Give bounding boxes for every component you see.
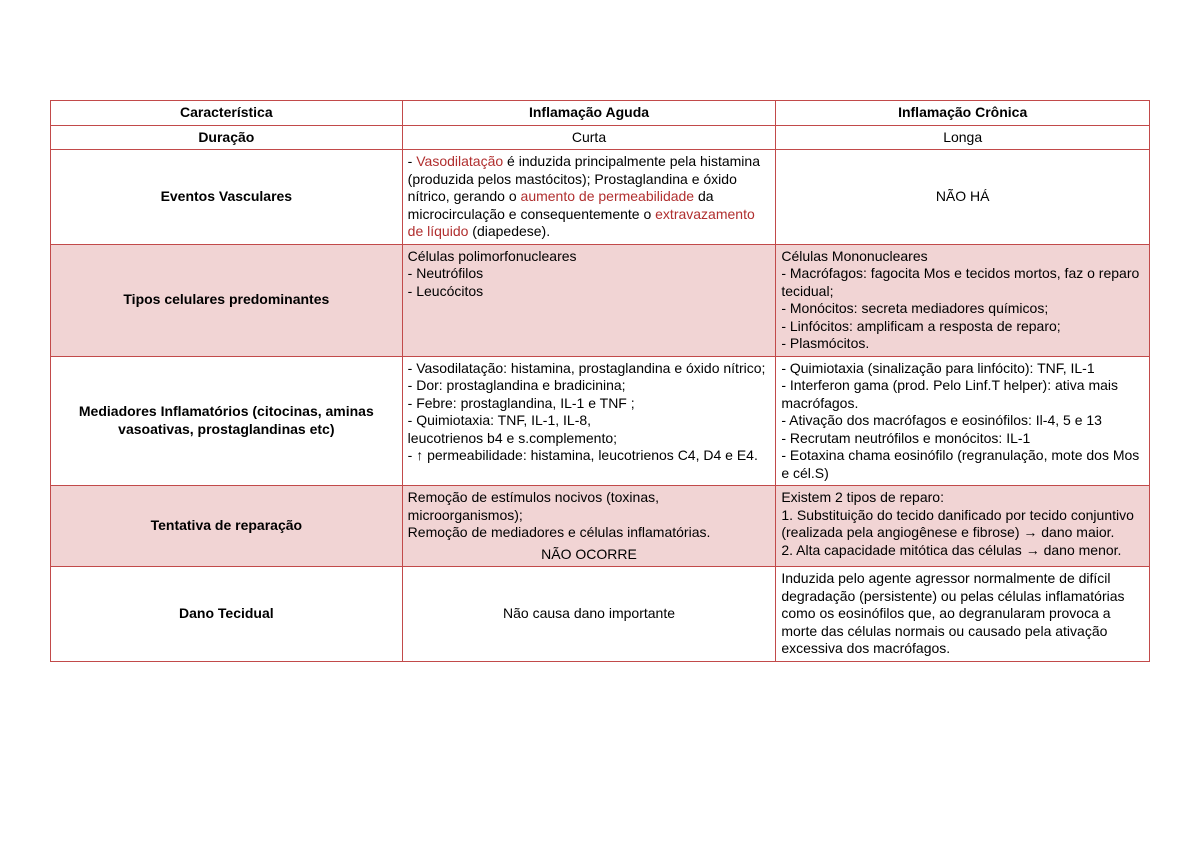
label-dano: Dano Tecidual [51,567,403,662]
text: Existem 2 tipos de reparo: [781,489,944,505]
text: - Quimiotaxia (sinalização para linfócit… [781,360,1094,376]
text: - Vasodilatação: histamina, prostaglandi… [408,360,766,376]
label-duracao: Duração [51,125,403,150]
row-duracao: Duração Curta Longa [51,125,1150,150]
aguda-dano: Não causa dano importante [402,567,776,662]
text: - Interferon gama (prod. Pelo Linf.T hel… [781,377,1118,411]
header-aguda: Inflamação Aguda [402,101,776,126]
text: 2. Alta capacidade mitótica das células … [781,542,1121,558]
page-container: Característica Inflamação Aguda Inflamaç… [0,0,1200,712]
text: Células Mononucleares [781,248,927,264]
text: leucotrienos b4 e s.complemento; [408,430,617,446]
label-reparo: Tentativa de reparação [51,486,403,567]
aguda-duracao: Curta [402,125,776,150]
text: - Macrófagos: fagocita Mos e tecidos mor… [781,265,1139,299]
cronica-duracao: Longa [776,125,1150,150]
text: - Neutrófilos [408,265,483,281]
table-header-row: Característica Inflamação Aguda Inflamaç… [51,101,1150,126]
text: - Monócitos: secreta mediadores químicos… [781,300,1048,316]
text: - Linfócitos: amplificam a resposta de r… [781,318,1060,334]
text: Remoção de estímulos nocivos (toxinas, m… [408,489,659,523]
text: - Recrutam neutrófilos e monócitos: IL-1 [781,430,1030,446]
aguda-eventos: - Vasodilatação é induzida principalment… [402,150,776,245]
text: 1. Substituição do tecido danificado por… [781,507,1134,541]
aguda-mediadores: - Vasodilatação: histamina, prostaglandi… [402,356,776,486]
header-cronica: Inflamação Crônica [776,101,1150,126]
comparison-table: Característica Inflamação Aguda Inflamaç… [50,100,1150,662]
text: Células polimorfonucleares [408,248,577,264]
row-tipos: Tipos celulares predominantes Células po… [51,244,1150,356]
text: - [408,153,417,169]
header-caracteristica: Característica [51,101,403,126]
text: - ↑ permeabilidade: histamina, leucotrie… [408,447,758,463]
text: (diapedese). [468,223,550,239]
highlight-vasodilatacao: Vasodilatação [416,153,503,169]
label-tipos: Tipos celulares predominantes [51,244,403,356]
row-eventos: Eventos Vasculares - Vasodilatação é ind… [51,150,1150,245]
row-dano: Dano Tecidual Não causa dano importante … [51,567,1150,662]
cronica-eventos: NÃO HÁ [776,150,1150,245]
text: - Quimiotaxia: TNF, IL-1, IL-8, [408,412,591,428]
highlight-permeabilidade: aumento de permeabilidade [521,188,695,204]
text: - Ativação dos macrófagos e eosinófilos:… [781,412,1102,428]
aguda-tipos: Células polimorfonucleares - Neutrófilos… [402,244,776,356]
cronica-reparo: Existem 2 tipos de reparo: 1. Substituiç… [776,486,1150,567]
text: - Eotaxina chama eosinófilo (regranulaçã… [781,447,1139,481]
row-reparo: Tentativa de reparação Remoção de estímu… [51,486,1150,567]
row-mediadores: Mediadores Inflamatórios (citocinas, ami… [51,356,1150,486]
cronica-dano: Induzida pelo agente agressor normalment… [776,567,1150,662]
text: Remoção de mediadores e células inflamat… [408,524,711,540]
text: - Febre: prostaglandina, IL-1 e TNF ; [408,395,635,411]
cronica-mediadores: - Quimiotaxia (sinalização para linfócit… [776,356,1150,486]
text: - Dor: prostaglandina e bradicinina; [408,377,626,393]
cronica-tipos: Células Mononucleares - Macrófagos: fago… [776,244,1150,356]
text: - Leucócitos [408,283,483,299]
aguda-reparo: Remoção de estímulos nocivos (toxinas, m… [402,486,776,567]
text: - Plasmócitos. [781,335,869,351]
label-mediadores: Mediadores Inflamatórios (citocinas, ami… [51,356,403,486]
nao-ocorre: NÃO OCORRE [408,546,771,564]
label-eventos: Eventos Vasculares [51,150,403,245]
